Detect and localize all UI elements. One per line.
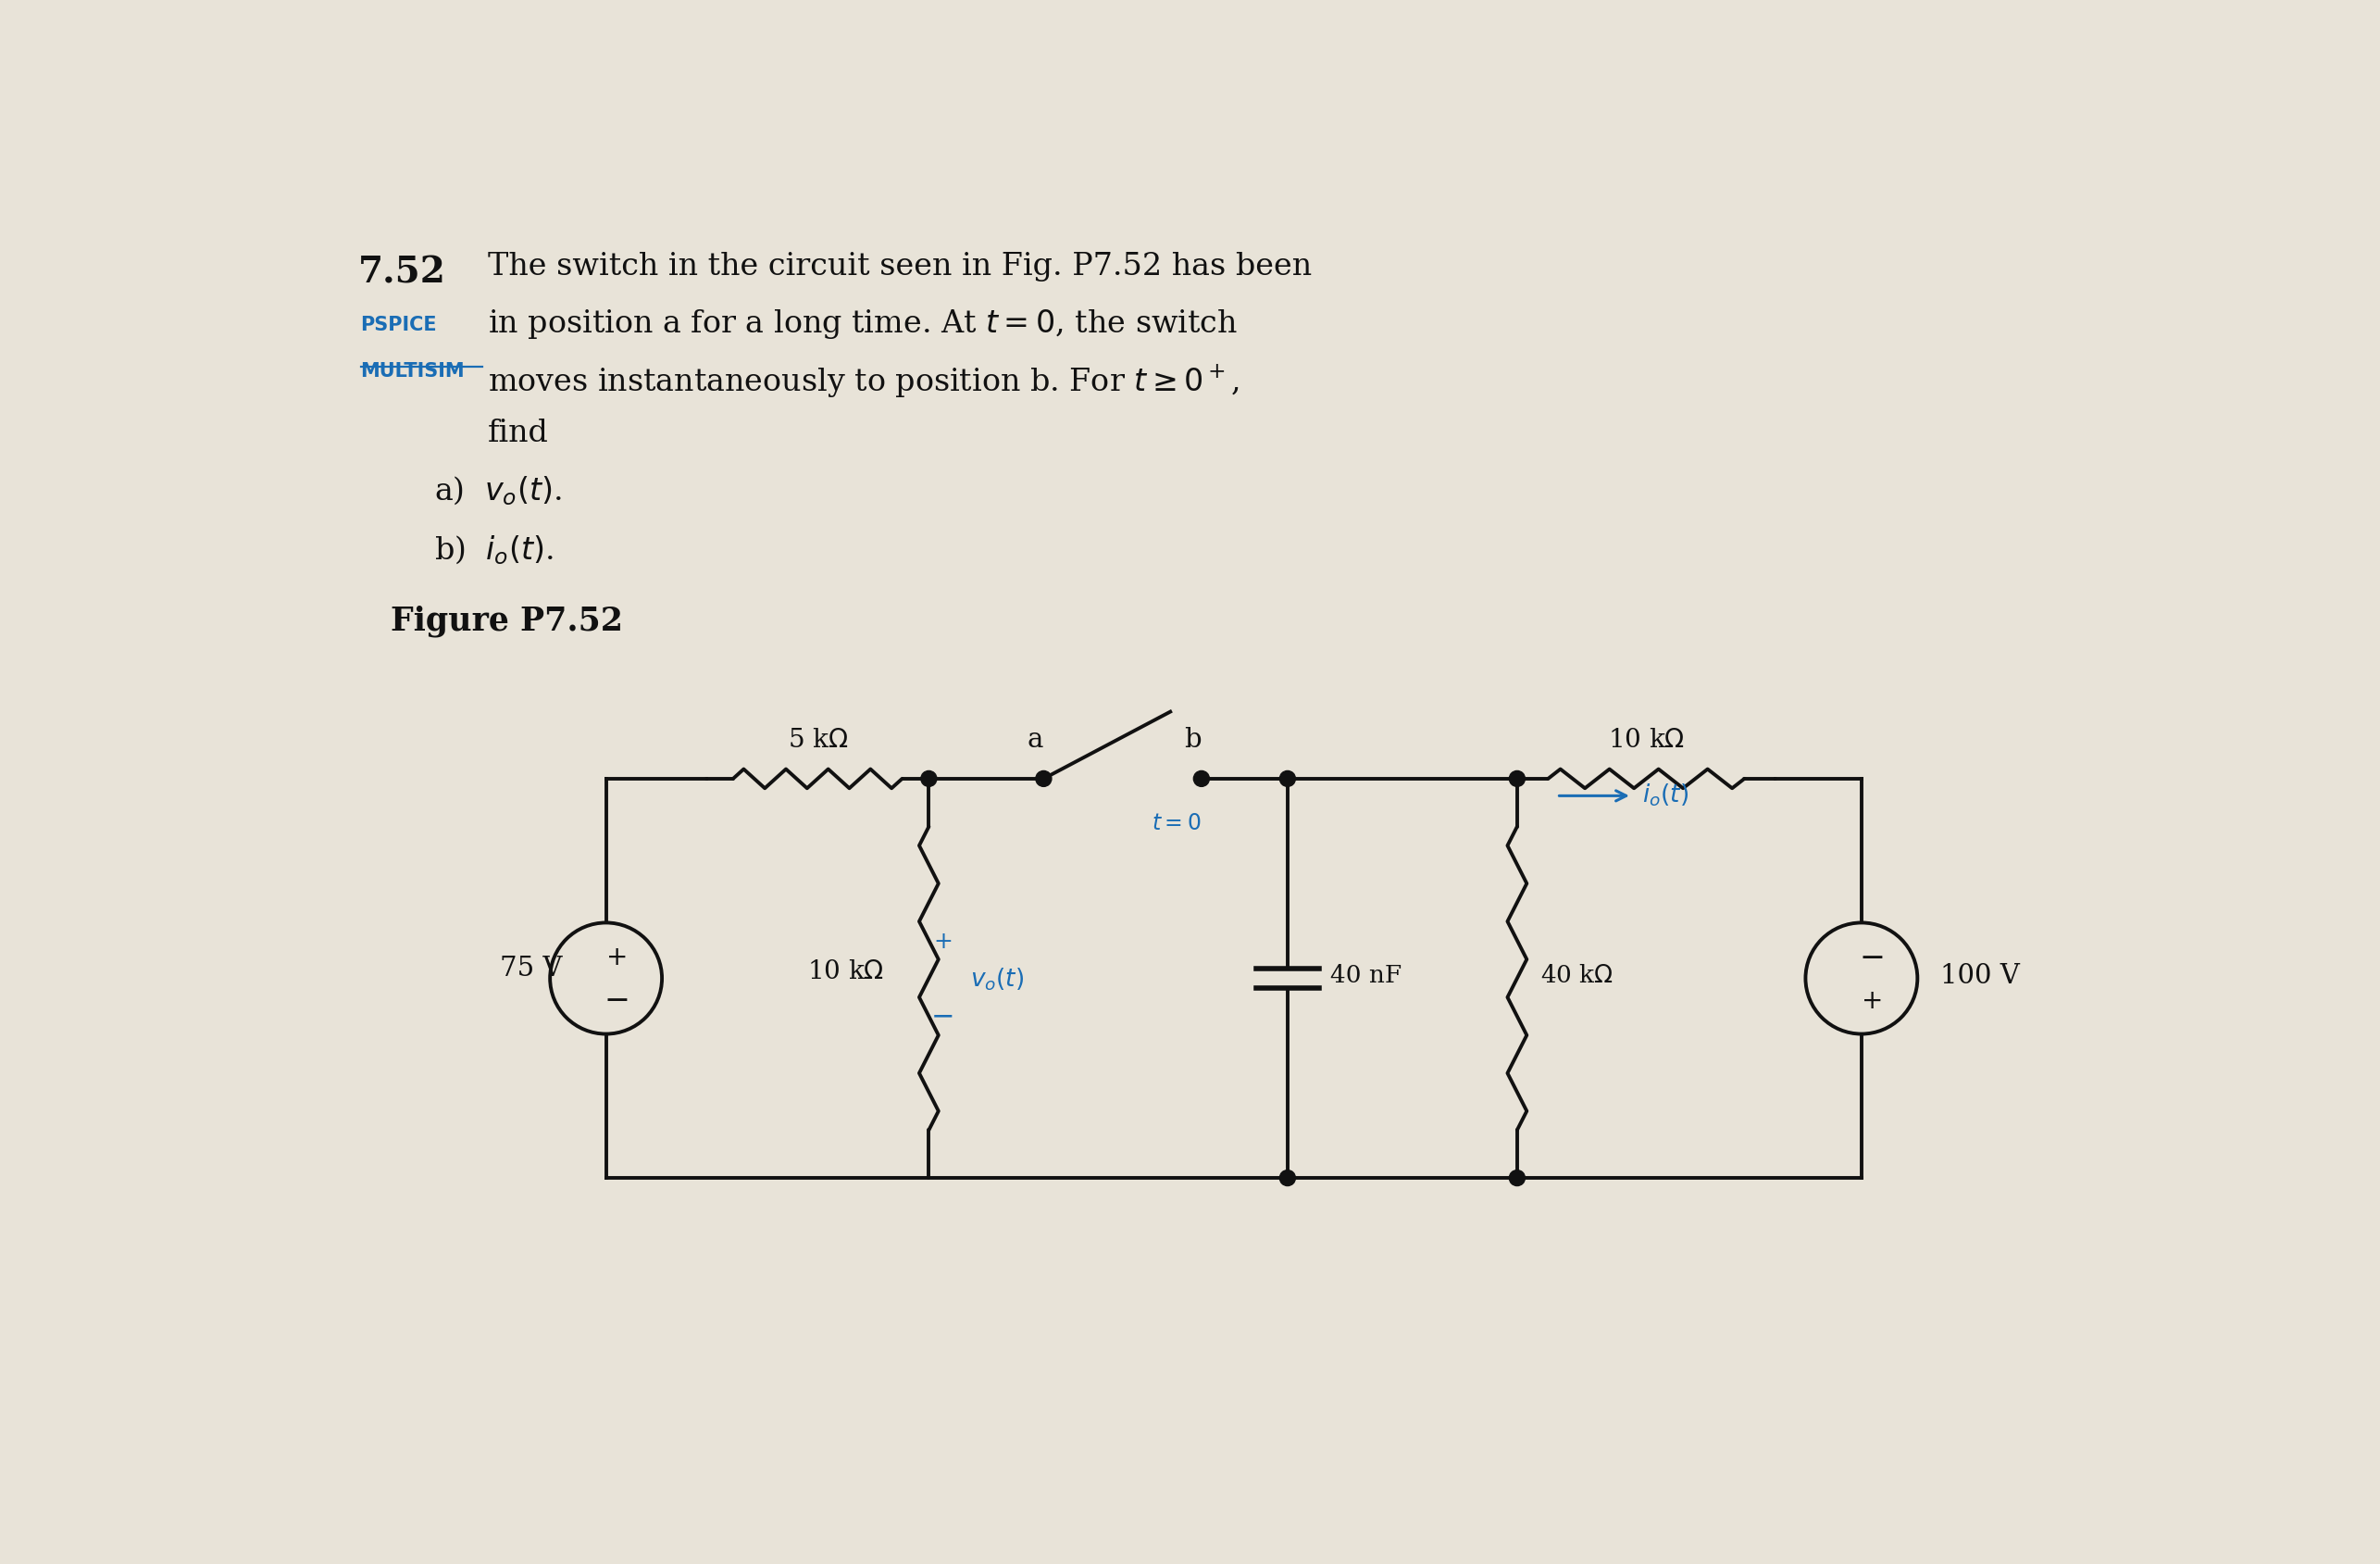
Text: moves instantaneously to position b. For $t \geq 0^+$,: moves instantaneously to position b. For… bbox=[488, 363, 1240, 400]
Text: a: a bbox=[1026, 726, 1042, 752]
Text: 7.52: 7.52 bbox=[359, 255, 447, 291]
Text: −: − bbox=[605, 985, 631, 1015]
Text: 10 k$\Omega$: 10 k$\Omega$ bbox=[1609, 727, 1685, 752]
Text: 100 V: 100 V bbox=[1940, 962, 2021, 988]
Text: +: + bbox=[933, 931, 952, 952]
Text: +: + bbox=[607, 945, 628, 970]
Circle shape bbox=[1280, 771, 1295, 787]
Text: −: − bbox=[1859, 942, 1885, 973]
Circle shape bbox=[1509, 771, 1526, 787]
Text: a)  $v_o(t)$.: a) $v_o(t)$. bbox=[433, 474, 562, 507]
Circle shape bbox=[1509, 1170, 1526, 1186]
Text: Figure P7.52: Figure P7.52 bbox=[390, 605, 624, 637]
Text: 40 k$\Omega$: 40 k$\Omega$ bbox=[1540, 963, 1614, 987]
Text: $i_o(t)$: $i_o(t)$ bbox=[1642, 782, 1690, 809]
Circle shape bbox=[1280, 1170, 1295, 1186]
Text: 10 k$\Omega$: 10 k$\Omega$ bbox=[807, 959, 885, 984]
Text: b: b bbox=[1185, 726, 1202, 752]
Text: find: find bbox=[488, 419, 550, 449]
Text: +: + bbox=[1861, 987, 1883, 1013]
Text: in position a for a long time. At $t = 0$, the switch: in position a for a long time. At $t = 0… bbox=[488, 308, 1238, 341]
Circle shape bbox=[1035, 771, 1052, 787]
Text: The switch in the circuit seen in Fig. P7.52 has been: The switch in the circuit seen in Fig. P… bbox=[488, 252, 1311, 282]
Text: b)  $i_o(t)$.: b) $i_o(t)$. bbox=[433, 533, 552, 566]
Text: 5 k$\Omega$: 5 k$\Omega$ bbox=[788, 727, 847, 752]
Circle shape bbox=[921, 771, 938, 787]
Text: $t = 0$: $t = 0$ bbox=[1152, 812, 1202, 834]
Text: MULTISIM: MULTISIM bbox=[362, 363, 464, 380]
Text: 40 nF: 40 nF bbox=[1330, 963, 1402, 987]
Text: 75 V: 75 V bbox=[500, 956, 562, 981]
Text: −: − bbox=[931, 1003, 954, 1029]
Circle shape bbox=[1192, 771, 1209, 787]
Text: $v_o(t)$: $v_o(t)$ bbox=[971, 965, 1023, 992]
Text: PSPICE: PSPICE bbox=[362, 316, 438, 335]
